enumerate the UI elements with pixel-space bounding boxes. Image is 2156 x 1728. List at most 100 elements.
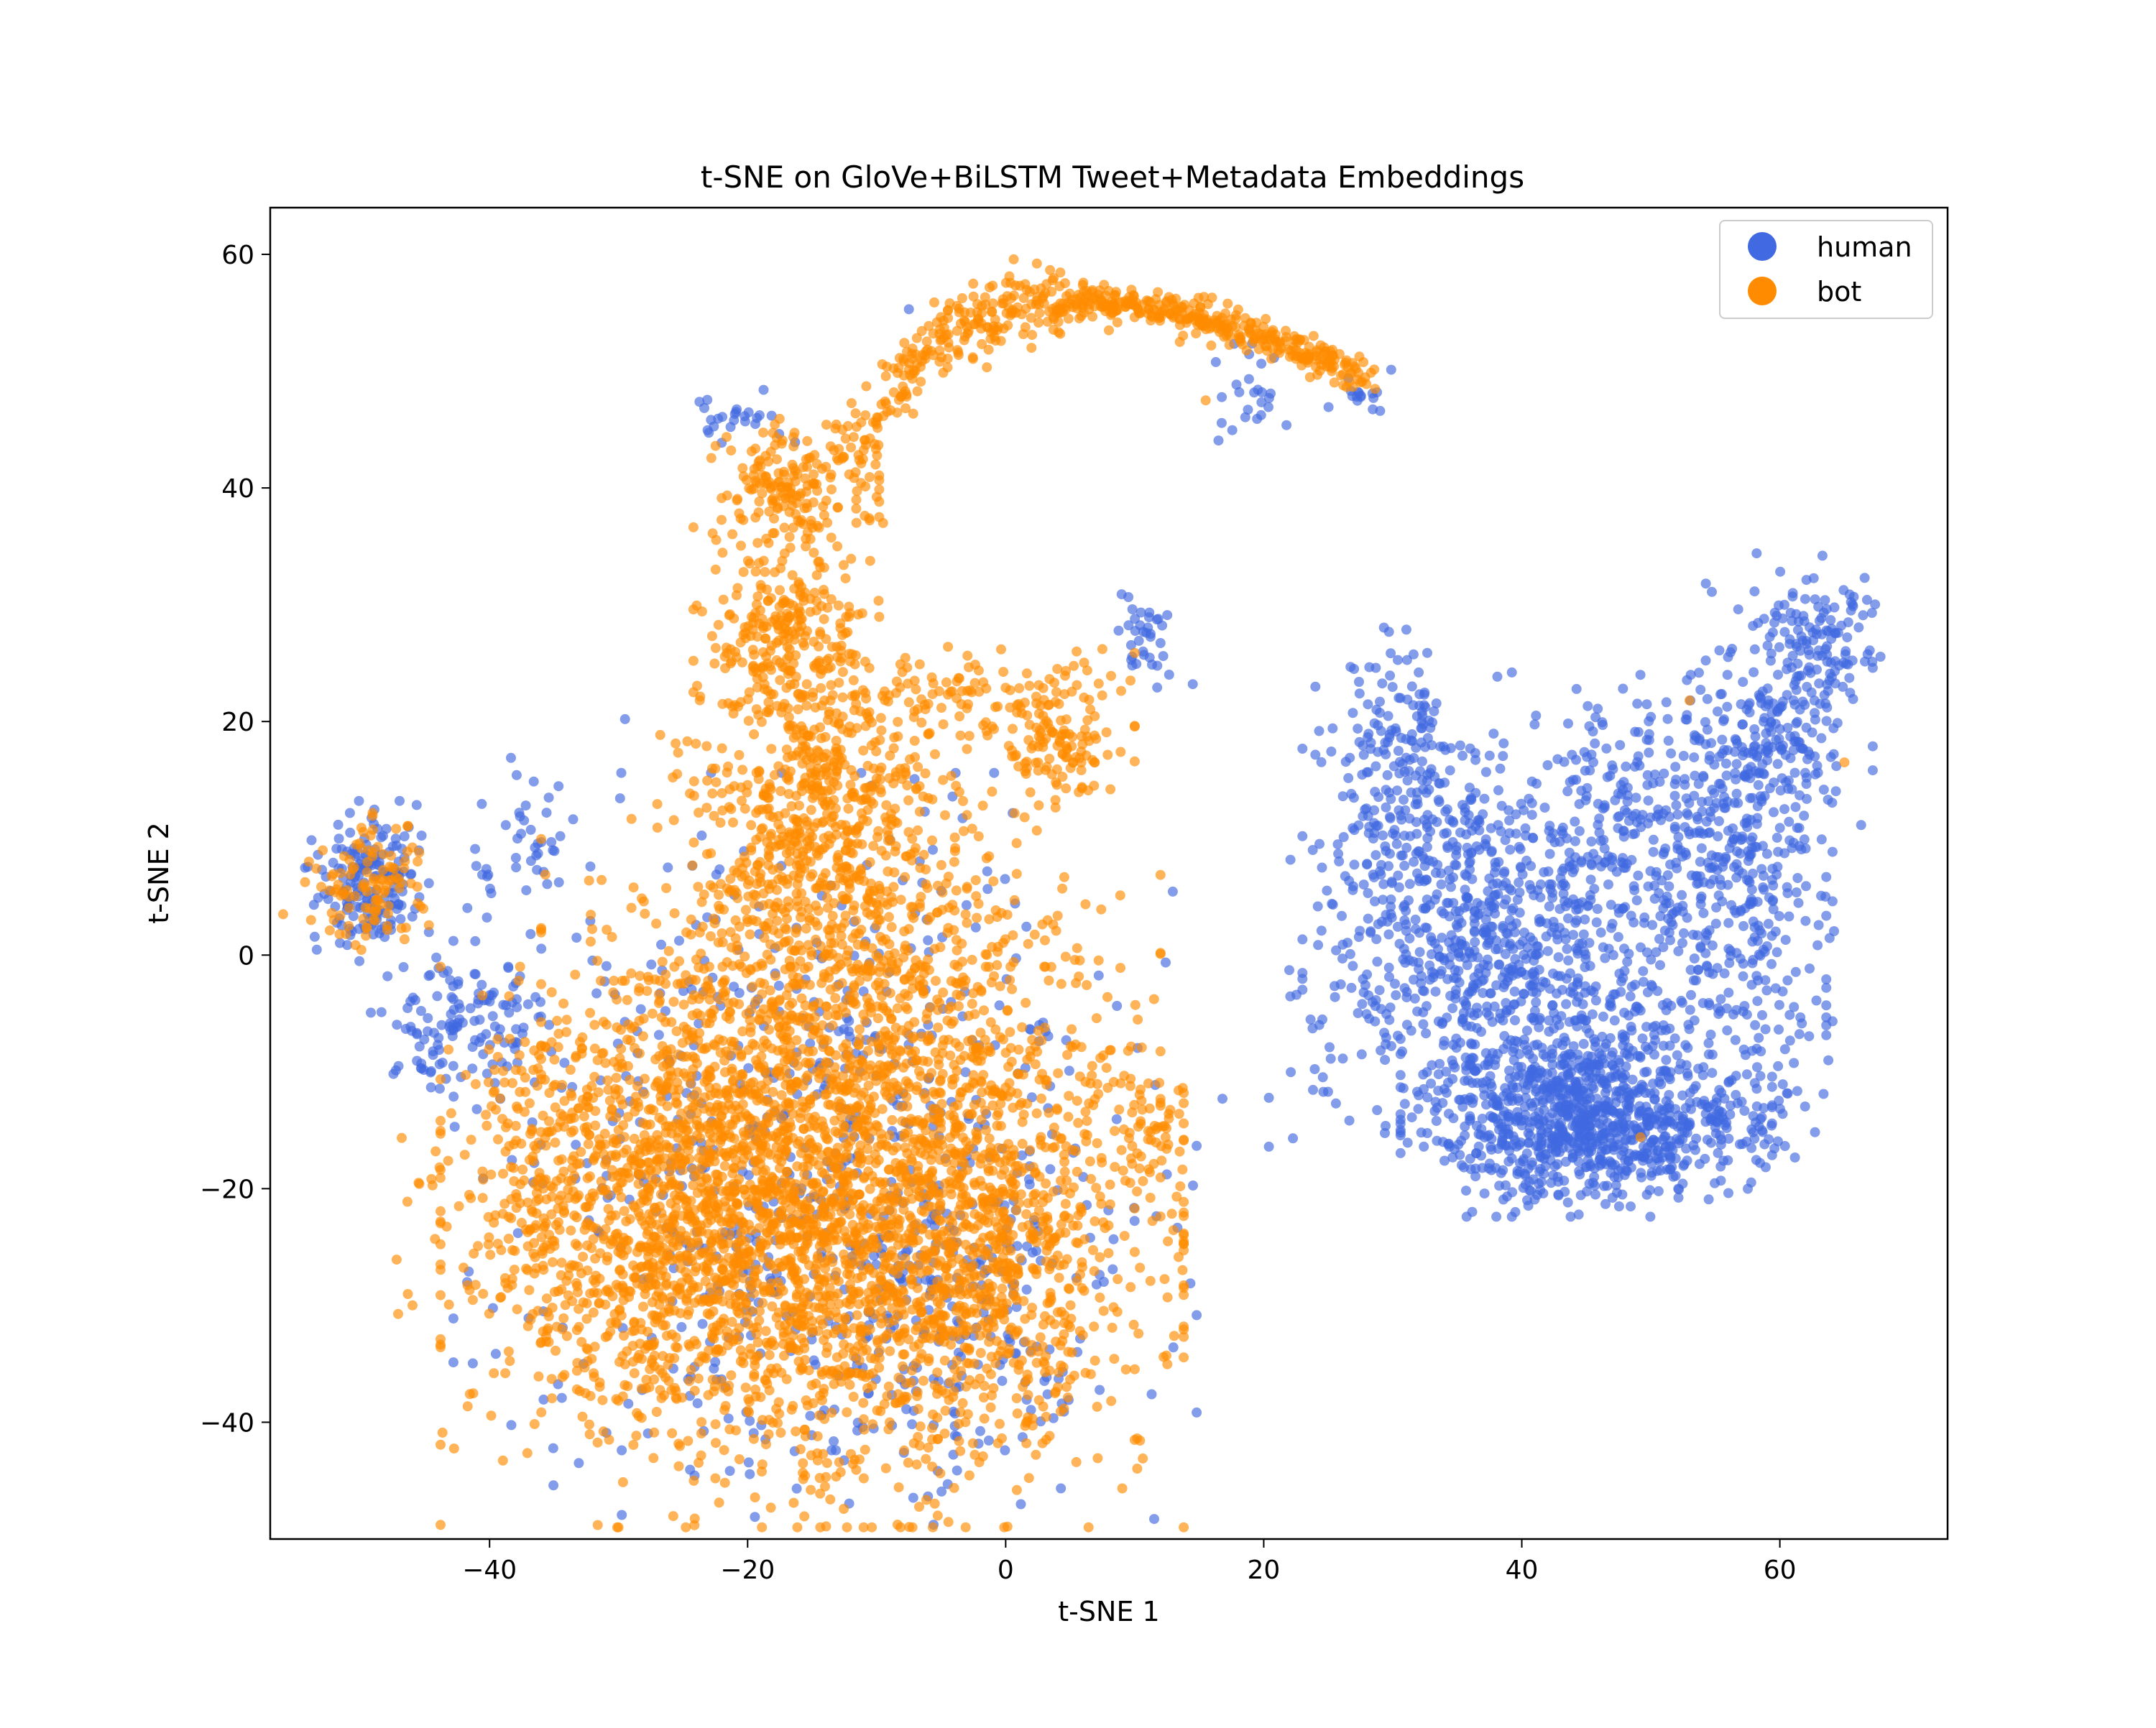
human-point — [1739, 1106, 1750, 1116]
human-point — [1393, 746, 1404, 756]
human-point — [1368, 392, 1379, 403]
human-point — [1434, 778, 1445, 788]
human-point — [1609, 1015, 1620, 1026]
bot-point — [667, 1428, 678, 1438]
bot-point — [792, 1522, 803, 1533]
human-point — [1655, 1165, 1666, 1176]
human-point — [511, 862, 522, 873]
human-point — [1644, 1106, 1654, 1117]
human-point — [1686, 870, 1697, 881]
human-point — [1765, 655, 1776, 666]
human-point — [470, 935, 481, 946]
bot-point — [1120, 1364, 1131, 1374]
human-point — [1395, 693, 1406, 703]
human-point — [1424, 974, 1435, 985]
human-point — [1434, 1058, 1445, 1069]
human-point — [1436, 906, 1447, 917]
human-point — [1188, 1181, 1198, 1191]
human-point — [407, 911, 418, 922]
human-point — [1381, 802, 1391, 813]
human-point — [1325, 1053, 1336, 1064]
human-point — [1654, 888, 1664, 898]
human-point — [548, 845, 558, 856]
human-point — [345, 827, 356, 838]
human-point — [487, 1011, 498, 1022]
human-point — [486, 888, 497, 899]
human-point — [1465, 1153, 1475, 1164]
human-point — [1318, 1086, 1329, 1097]
human-point — [1580, 949, 1591, 960]
human-point — [1848, 693, 1858, 704]
human-point — [1821, 716, 1832, 726]
human-point — [1470, 937, 1480, 948]
human-point — [1485, 1141, 1496, 1152]
human-point — [503, 963, 514, 974]
human-point — [1492, 671, 1503, 682]
human-point — [1509, 987, 1520, 997]
human-point — [1486, 901, 1497, 911]
human-point — [1753, 780, 1764, 790]
human-point — [1310, 749, 1321, 760]
human-point — [1596, 1146, 1607, 1157]
human-point — [1659, 768, 1669, 779]
human-point — [1703, 1194, 1714, 1205]
human-point — [1596, 1050, 1607, 1061]
human-point — [1655, 960, 1665, 971]
human-point — [410, 994, 420, 1005]
human-point — [1664, 811, 1675, 822]
human-point — [1414, 947, 1425, 958]
bot-point — [668, 1511, 678, 1522]
human-point — [1680, 1040, 1691, 1050]
human-point — [1501, 998, 1511, 1008]
bot-point — [1092, 1401, 1102, 1412]
human-point — [1823, 1055, 1834, 1066]
human-point — [1692, 930, 1703, 941]
human-point — [1410, 799, 1421, 810]
human-point — [1563, 719, 1573, 729]
human-point — [1713, 890, 1724, 901]
human-point — [1646, 979, 1657, 990]
human-point — [1357, 999, 1368, 1009]
bot-point — [1023, 1473, 1034, 1484]
human-point — [1192, 1407, 1202, 1418]
human-point — [1322, 885, 1332, 896]
human-point — [1402, 1137, 1413, 1148]
human-point — [1828, 749, 1839, 759]
human-point — [1730, 1035, 1741, 1045]
human-point — [1524, 793, 1534, 804]
human-point — [1746, 884, 1757, 895]
human-point — [1217, 1094, 1227, 1104]
human-point — [1619, 943, 1629, 954]
human-point — [1818, 1089, 1829, 1099]
human-point — [1524, 1049, 1534, 1060]
human-point — [729, 415, 740, 425]
human-point — [1344, 1115, 1355, 1126]
human-point — [1588, 1178, 1598, 1188]
bot-point — [598, 1426, 609, 1437]
human-point — [1522, 1195, 1532, 1206]
human-point — [1634, 1101, 1645, 1112]
human-point — [398, 962, 409, 972]
human-point — [1818, 607, 1829, 618]
human-point — [1353, 724, 1363, 734]
bot-point — [436, 1115, 446, 1126]
human-point — [704, 428, 714, 438]
human-point — [1766, 930, 1777, 941]
human-point — [1386, 894, 1396, 905]
human-point — [1626, 910, 1636, 921]
human-point — [1827, 896, 1838, 907]
human-point — [1486, 846, 1497, 857]
human-point — [1673, 1110, 1684, 1121]
human-point — [1363, 729, 1374, 739]
human-point — [1843, 659, 1853, 670]
bot-point — [484, 1308, 494, 1319]
human-point — [1470, 754, 1481, 765]
human-point — [1775, 566, 1786, 577]
human-point — [1770, 983, 1781, 994]
human-point — [1585, 961, 1595, 971]
human-point — [1801, 772, 1812, 783]
human-point — [1346, 982, 1357, 993]
human-point — [1586, 860, 1597, 870]
human-point — [1317, 862, 1327, 873]
